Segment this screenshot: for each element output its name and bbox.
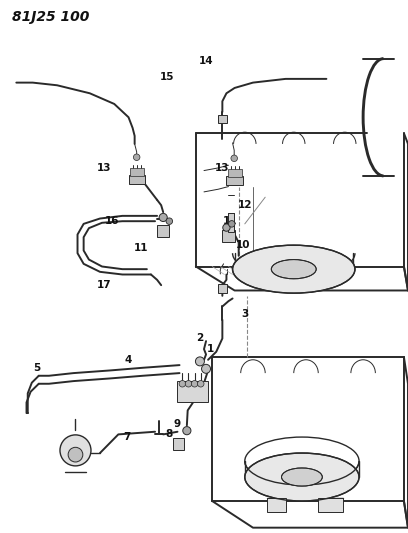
Circle shape — [185, 381, 192, 387]
Ellipse shape — [271, 260, 316, 279]
Circle shape — [166, 218, 173, 224]
Bar — [173, 438, 184, 450]
Ellipse shape — [245, 453, 359, 501]
Ellipse shape — [282, 468, 322, 486]
Bar — [218, 115, 227, 123]
Circle shape — [183, 426, 191, 435]
Text: 17: 17 — [97, 280, 111, 290]
Text: 9: 9 — [174, 419, 181, 429]
Bar — [218, 284, 227, 293]
Text: 81J25 100: 81J25 100 — [12, 10, 89, 24]
Text: 3: 3 — [241, 310, 248, 319]
Ellipse shape — [233, 245, 355, 293]
Circle shape — [179, 381, 186, 387]
Text: 1: 1 — [206, 344, 214, 354]
Text: 6: 6 — [68, 446, 75, 455]
Bar — [129, 175, 145, 184]
Bar — [222, 230, 235, 242]
Bar — [228, 169, 242, 177]
Text: 7: 7 — [123, 432, 130, 442]
Bar — [157, 225, 169, 237]
Bar — [267, 498, 286, 512]
Bar — [226, 176, 243, 185]
Circle shape — [60, 435, 91, 466]
Text: 12: 12 — [237, 200, 252, 210]
Circle shape — [223, 224, 230, 231]
Text: 13: 13 — [97, 163, 111, 173]
Bar — [177, 381, 208, 402]
Text: 4: 4 — [125, 355, 132, 365]
Text: 13: 13 — [215, 163, 230, 173]
Bar — [130, 168, 144, 176]
Circle shape — [202, 365, 211, 373]
Circle shape — [191, 381, 198, 387]
Circle shape — [231, 155, 237, 161]
Text: 16: 16 — [105, 216, 120, 226]
Text: 14: 14 — [199, 56, 213, 66]
Bar — [318, 498, 343, 512]
Circle shape — [197, 381, 204, 387]
Text: 8: 8 — [166, 430, 173, 439]
Text: 10: 10 — [235, 240, 250, 250]
Text: 2: 2 — [196, 334, 204, 343]
Text: 11: 11 — [223, 216, 238, 226]
Bar — [228, 213, 234, 232]
Text: 15: 15 — [160, 72, 175, 82]
Circle shape — [195, 357, 204, 366]
Circle shape — [68, 447, 83, 462]
Text: 5: 5 — [33, 363, 40, 373]
Circle shape — [159, 213, 167, 222]
Circle shape — [228, 221, 235, 227]
Text: 11: 11 — [133, 243, 148, 253]
Circle shape — [133, 154, 140, 160]
